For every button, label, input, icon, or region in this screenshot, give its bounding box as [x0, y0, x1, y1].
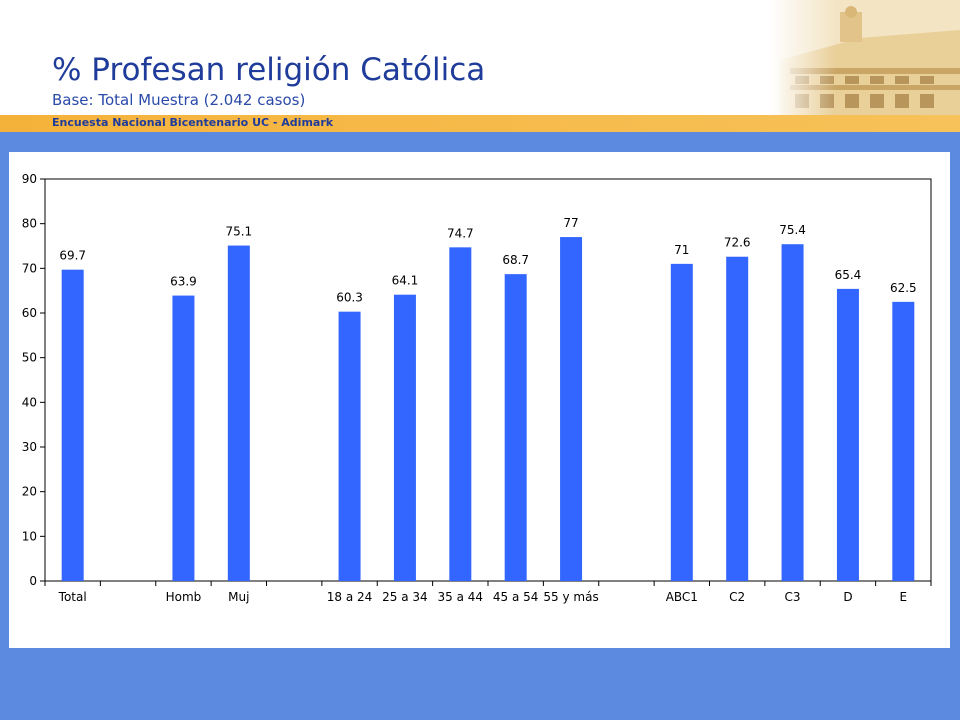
y-tick-label: 30: [22, 440, 37, 454]
data-label: 65.4: [835, 268, 862, 282]
y-tick-label: 90: [22, 172, 37, 186]
x-tick-label: 45 a 54: [493, 590, 539, 604]
bar: [61, 269, 84, 581]
bar: [670, 263, 693, 581]
bar: [726, 256, 749, 581]
data-label: 77: [563, 216, 578, 230]
slide-header: % Profesan religión Católica Base: Total…: [0, 0, 960, 115]
building-image: [770, 0, 960, 115]
bar: [449, 247, 472, 581]
x-tick-label: C2: [729, 590, 745, 604]
survey-band: Encuesta Nacional Bicentenario UC - Adim…: [0, 115, 960, 132]
x-tick-label: D: [843, 590, 852, 604]
data-label: 64.1: [392, 274, 419, 288]
x-tick-label: E: [900, 590, 908, 604]
bar: [227, 245, 250, 581]
slide-title: % Profesan religión Católica: [52, 52, 486, 88]
data-label: 63.9: [170, 275, 197, 289]
y-tick-label: 70: [22, 261, 37, 275]
bar: [781, 244, 804, 582]
bar: [560, 237, 583, 582]
x-tick-label: 55 y más: [543, 590, 598, 604]
data-label: 68.7: [502, 253, 529, 267]
survey-band-text: Encuesta Nacional Bicentenario UC - Adim…: [52, 116, 334, 129]
x-tick-label: 25 a 34: [382, 590, 428, 604]
x-tick-label: C3: [785, 590, 801, 604]
data-label: 75.4: [779, 223, 806, 237]
x-tick-label: Total: [58, 590, 87, 604]
y-tick-label: 50: [22, 351, 37, 365]
data-label: 60.3: [336, 291, 363, 305]
y-tick-label: 40: [22, 395, 37, 409]
data-label: 62.5: [890, 281, 917, 295]
bar: [393, 294, 416, 581]
bar: [338, 311, 361, 581]
data-label: 69.7: [59, 249, 86, 263]
bar: [172, 295, 195, 581]
y-tick-label: 20: [22, 485, 37, 499]
bar: [836, 288, 859, 581]
data-label: 74.7: [447, 226, 474, 240]
bar-chart: 0 10 20 30 40 50 60 70 80 90 69.7 Total 63.9 Homb 75.1…: [22, 172, 932, 604]
data-label: 72.6: [724, 236, 751, 250]
bar: [504, 274, 527, 581]
y-tick-label: 80: [22, 217, 37, 231]
data-label: 75.1: [225, 225, 252, 239]
y-tick-label: 10: [22, 529, 37, 543]
x-tick-label: Homb: [166, 590, 202, 604]
bar: [892, 301, 915, 581]
x-tick-label: Muj: [228, 590, 249, 604]
chart-area: 0 10 20 30 40 50 60 70 80 90 69.7 Total 63.9 Homb 75.1…: [9, 152, 950, 648]
x-tick-label: 18 a 24: [327, 590, 373, 604]
y-tick-label: 60: [22, 306, 37, 320]
y-tick-label: 0: [29, 574, 37, 588]
data-label: 71: [674, 243, 689, 257]
x-tick-label: ABC1: [666, 590, 698, 604]
x-tick-label: 35 a 44: [438, 590, 484, 604]
slide-subtitle: Base: Total Muestra (2.042 casos): [52, 91, 306, 109]
